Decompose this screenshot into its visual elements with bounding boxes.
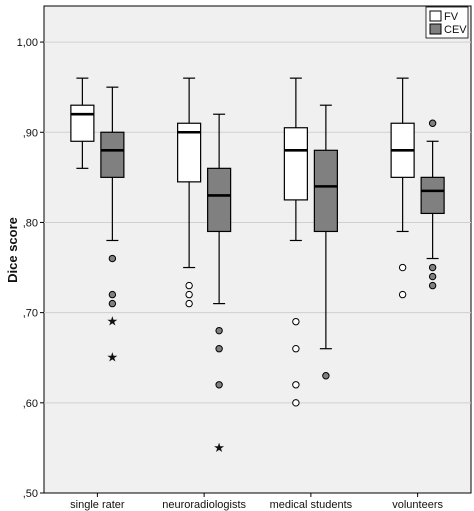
y-tick-label: ,70: [23, 308, 38, 320]
box-fv: [70, 77, 95, 169]
box-iqr: [207, 167, 232, 233]
extreme-point: ★: [213, 440, 225, 455]
box-iqr: [177, 122, 202, 183]
outlier-point: [428, 281, 437, 290]
outlier-point: [428, 263, 437, 272]
extreme-point: ★: [107, 314, 119, 329]
outlier-point: [398, 290, 407, 299]
boxes: ★★★: [70, 77, 445, 455]
x-category-label: neuroradiologists: [162, 499, 246, 511]
outlier-point: [108, 299, 117, 308]
box-fv: [177, 77, 202, 308]
box-fv: [283, 77, 308, 407]
outlier-point: [185, 290, 193, 299]
box-fv: [390, 77, 415, 299]
box-cev: [313, 104, 338, 380]
box-iqr: [283, 127, 308, 201]
outlier-point: [322, 372, 330, 380]
y-axis-title: Dice score: [5, 217, 20, 283]
outlier-point: [215, 381, 223, 389]
legend-swatch-fv: [429, 10, 442, 22]
outlier-point: [108, 254, 117, 263]
box-iqr: [100, 131, 125, 178]
y-tick-label: ,50: [23, 488, 38, 500]
outlier-point: [398, 263, 407, 272]
outlier-point: [292, 381, 300, 389]
box-iqr: [70, 104, 95, 142]
outlier-point: [292, 317, 300, 326]
outlier-point: [215, 326, 223, 335]
y-tick-label: 1,00: [17, 37, 38, 49]
outlier-point: [215, 345, 223, 353]
x-axis: single rater neuroradiologists medical stu…: [70, 493, 443, 511]
box-cev: [420, 119, 445, 290]
y-axis: ,50 ,60 ,70 ,80 ,90 1,00: [17, 37, 44, 500]
legend-label-cev: CEV: [444, 24, 467, 36]
y-tick-label: ,60: [23, 398, 38, 410]
outlier-point: [108, 290, 117, 299]
x-category-label: medical students: [270, 499, 353, 511]
extreme-point: ★: [107, 350, 119, 365]
y-tick-label: ,90: [23, 127, 38, 139]
outlier-point: [292, 399, 300, 407]
box-cev: ★: [207, 113, 232, 455]
legend: FV CEV: [425, 6, 469, 39]
legend-swatch-cev: [429, 23, 442, 35]
x-category-label: single rater: [70, 499, 125, 511]
x-category-label: volunteers: [392, 499, 443, 511]
box-cev: ★★: [100, 86, 125, 365]
box-iqr: [420, 176, 445, 215]
outlier-point: [292, 345, 300, 353]
legend-label-fv: FV: [444, 11, 459, 23]
outlier-point: [428, 272, 437, 281]
box-iqr: [313, 149, 338, 233]
y-tick-label: ,80: [23, 217, 38, 229]
plot-area: [43, 5, 472, 494]
outlier-point: [428, 119, 437, 127]
outlier-point: [185, 281, 193, 290]
outlier-point: [185, 299, 193, 308]
